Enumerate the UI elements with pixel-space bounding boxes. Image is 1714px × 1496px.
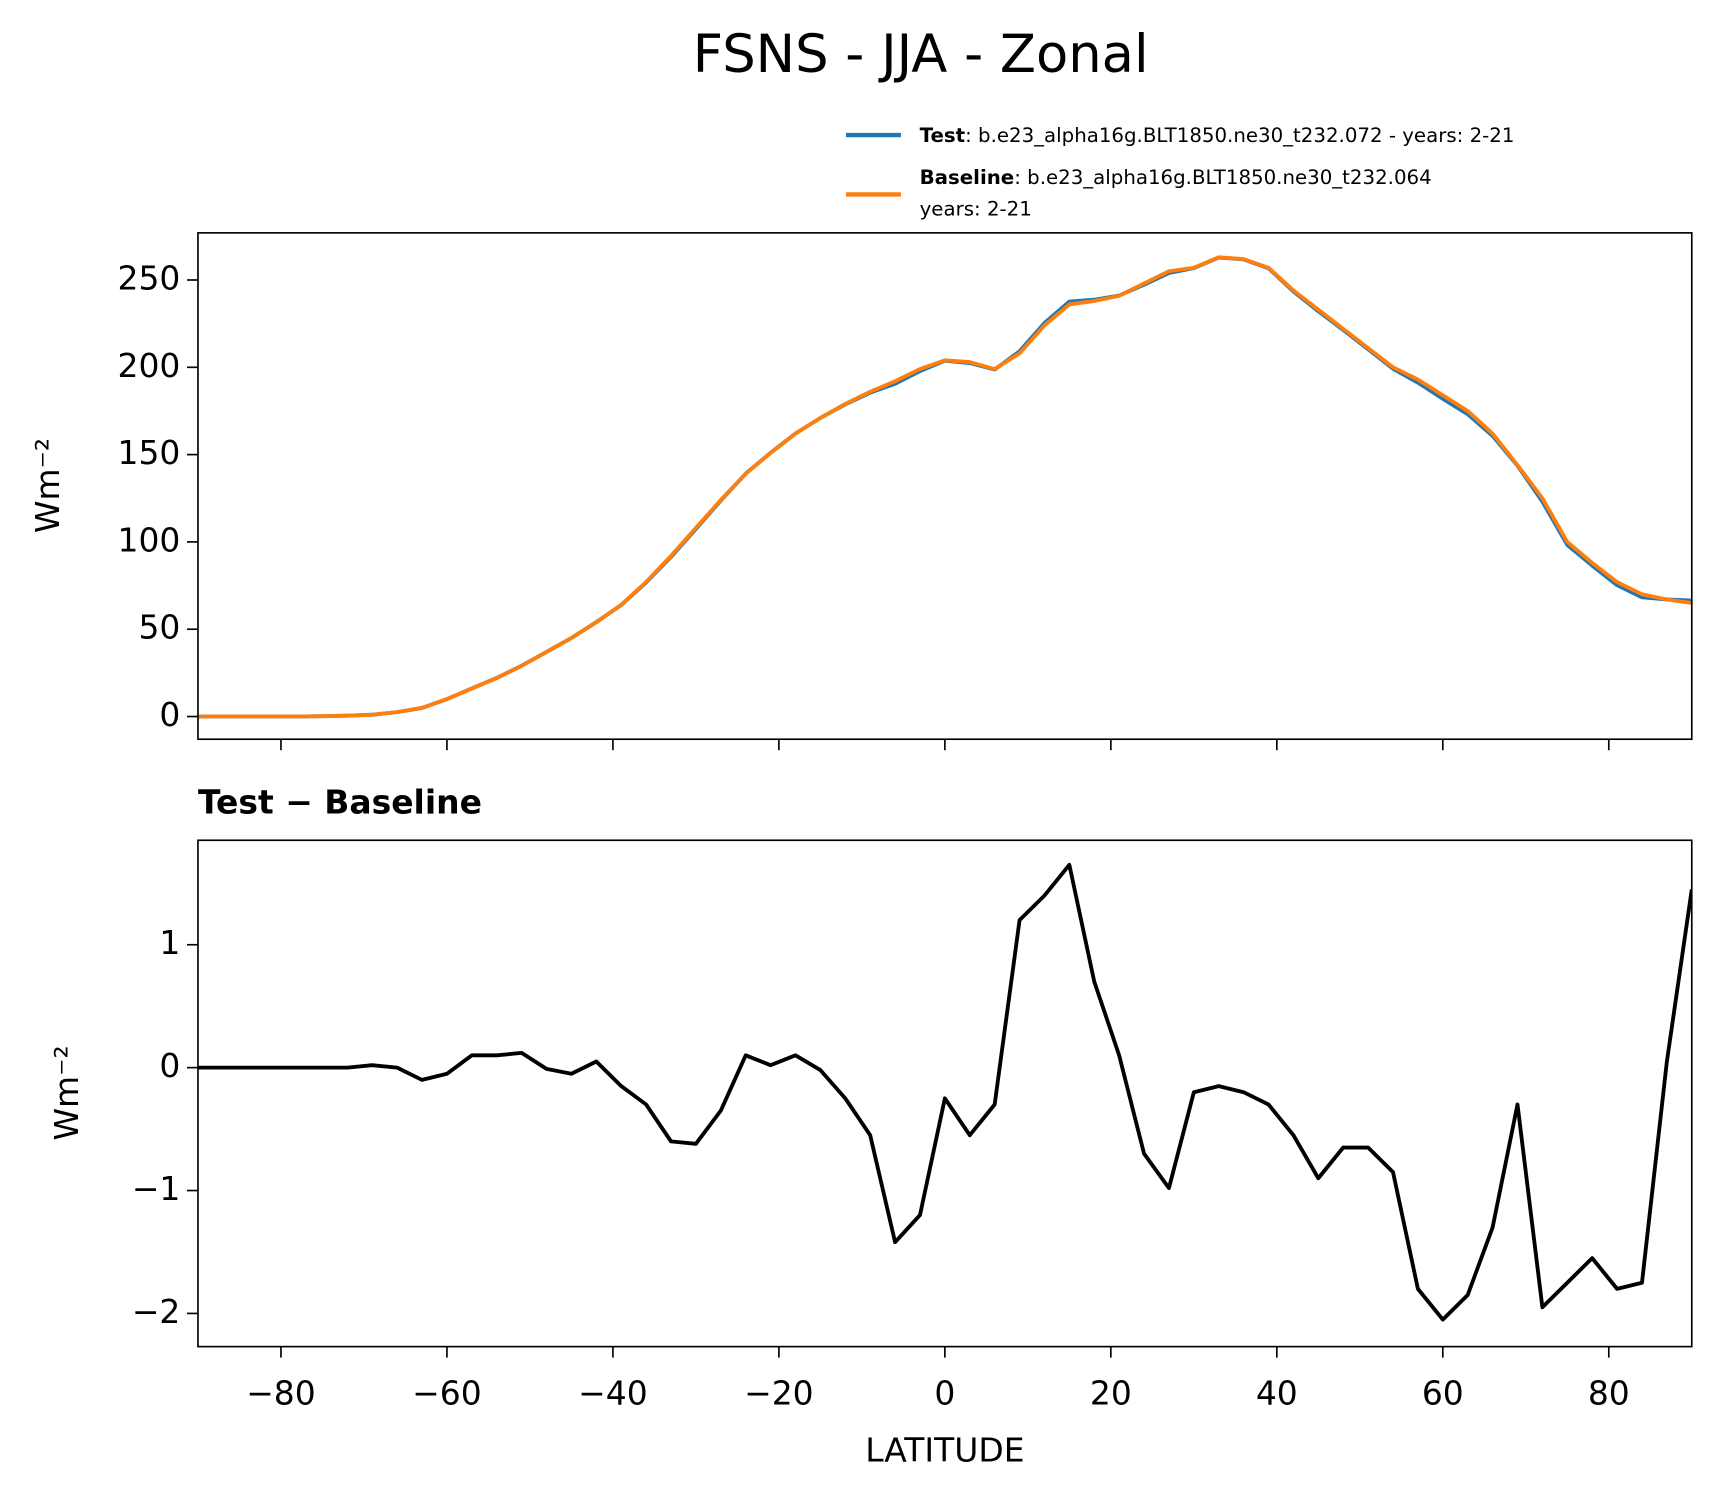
- y-tick-label: 1: [159, 923, 180, 962]
- x-tick-label: −60: [412, 1373, 482, 1412]
- legend-name: Baseline: [920, 165, 1015, 188]
- legend-name: Test: [920, 124, 965, 147]
- y-tick-label: 150: [118, 433, 181, 472]
- x-tick-label: −40: [578, 1373, 648, 1412]
- axes-frame: [197, 839, 1693, 1348]
- x-tick-label: −20: [744, 1373, 814, 1412]
- legend-label: years: 2-21: [920, 197, 1032, 220]
- y-tick-label: 50: [138, 608, 180, 647]
- data-line: [197, 862, 1692, 1322]
- axes-frame: [197, 232, 1693, 741]
- x-tick-label: 40: [1256, 1373, 1298, 1412]
- subplot-title: Test − Baseline: [198, 783, 482, 822]
- y-axis-label: Wm⁻²: [47, 1045, 86, 1140]
- x-tick-label: 20: [1090, 1373, 1132, 1412]
- chart-title: FSNS - JJA - Zonal: [693, 24, 1149, 85]
- x-axis-label: LATITUDE: [865, 1431, 1024, 1470]
- y-tick-label: 0: [159, 695, 180, 734]
- legend-label: : b.e23_alpha16g.BLT1850.ne30_t232.072 -…: [965, 124, 1514, 147]
- y-tick-label: −1: [132, 1169, 181, 1208]
- y-tick-label: 250: [118, 259, 181, 298]
- data-line: [197, 255, 1692, 719]
- legend-label: : b.e23_alpha16g.BLT1850.ne30_t232.064: [1014, 165, 1431, 188]
- y-tick-label: 0: [159, 1046, 180, 1085]
- x-tick-label: 0: [934, 1373, 955, 1412]
- y-axis-label: Wm⁻²: [28, 438, 67, 533]
- x-tick-label: 80: [1588, 1373, 1630, 1412]
- y-tick-label: 100: [118, 520, 181, 559]
- legend-entry: Test: b.e23_alpha16g.BLT1850.ne30_t232.0…: [920, 124, 1515, 147]
- y-tick-label: −2: [132, 1292, 181, 1331]
- x-tick-label: 60: [1422, 1373, 1464, 1412]
- legend-entry: Baseline: b.e23_alpha16g.BLT1850.ne30_t2…: [920, 165, 1432, 188]
- data-line: [197, 255, 1692, 719]
- x-tick-label: −80: [246, 1373, 316, 1412]
- y-tick-label: 200: [118, 346, 181, 385]
